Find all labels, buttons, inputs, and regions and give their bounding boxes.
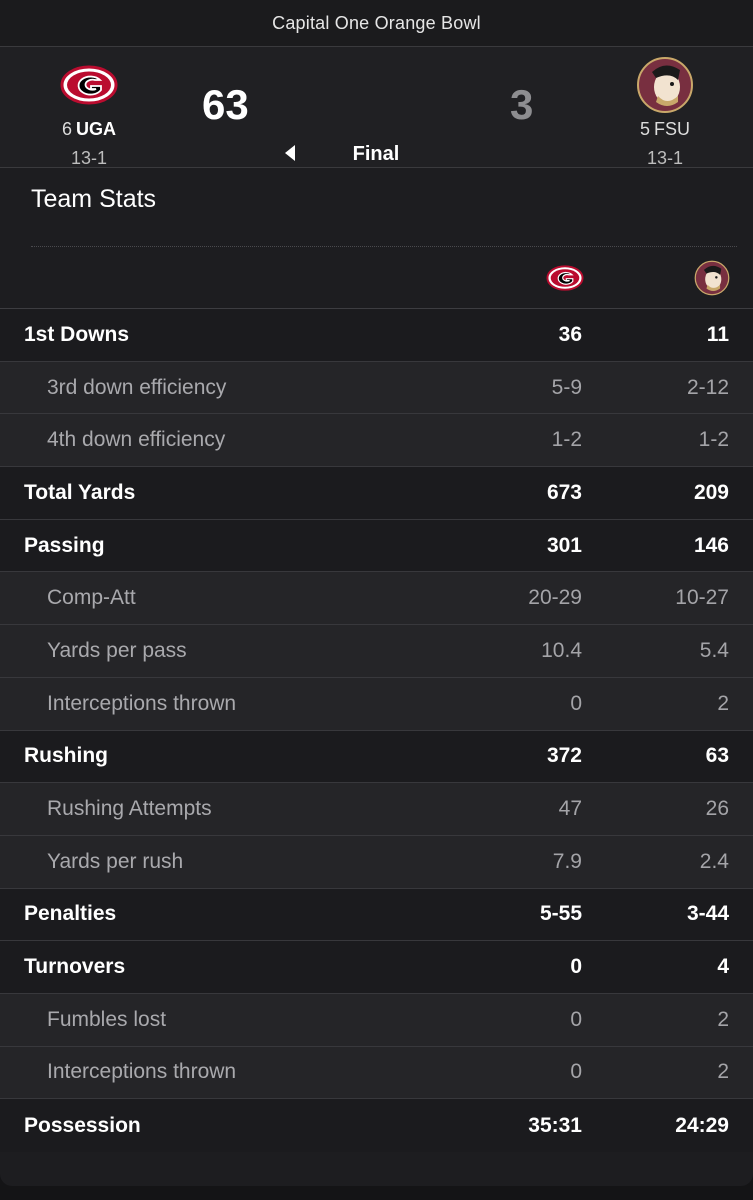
stat-row: Rushing 372 63 (0, 730, 753, 784)
away-stat-value: 2-12 (686, 375, 729, 399)
stat-row: Fumbles lost 0 2 (0, 993, 753, 1047)
stats-table: 1st Downs 36 11 3rd down efficiency 5-9 2-12 4… (0, 309, 753, 1152)
away-team[interactable]: 5 FSU 13-1 (605, 57, 725, 169)
away-stat-value: 2.4 (699, 849, 729, 873)
away-record: 13-1 (646, 148, 684, 168)
away-stat-value: 10-27 (675, 586, 729, 610)
stat-label: Fumbles lost (47, 1007, 167, 1031)
fsu-logo-icon (694, 260, 730, 296)
stat-label: Turnovers (24, 955, 126, 979)
home-stat-value: 5-55 (539, 902, 582, 926)
home-score: 63 (202, 81, 249, 128)
away-stat-value: 63 (705, 744, 729, 768)
home-stat-value: 35:31 (528, 1113, 582, 1137)
home-team[interactable]: 6 UGA 13-1 (29, 57, 149, 169)
stat-row: Interceptions thrown 0 2 (0, 1046, 753, 1100)
divider (31, 246, 737, 247)
stat-label: Penalties (24, 902, 117, 926)
home-stat-value: 0 (570, 1060, 582, 1084)
home-abbr: UGA (76, 119, 116, 139)
stat-row: Interceptions thrown 0 2 (0, 677, 753, 731)
home-stat-value: 0 (570, 691, 582, 715)
home-stat-value: 372 (546, 744, 582, 768)
stat-row: Passing 301 146 (0, 519, 753, 573)
away-stat-value: 26 (705, 797, 729, 821)
section-title: Team Stats (31, 185, 157, 213)
winner-indicator-icon (285, 145, 295, 161)
away-stat-value: 4 (717, 955, 729, 979)
away-stat-value: 11 (706, 322, 729, 346)
stat-row: 1st Downs 36 11 (0, 309, 753, 362)
away-stat-value: 146 (693, 533, 729, 557)
stat-row: Comp-Att 20-29 10-27 (0, 572, 753, 626)
stat-label: Rushing Attempts (47, 797, 212, 821)
stat-label: Possession (24, 1113, 141, 1137)
home-stat-value: 20-29 (528, 586, 582, 610)
fsu-logo-icon (637, 57, 693, 113)
stat-row: Total Yards 673 209 (0, 467, 753, 520)
home-stat-value: 0 (570, 955, 582, 979)
home-record: 13-1 (70, 148, 108, 168)
away-stat-value: 24:29 (675, 1113, 729, 1137)
home-stat-value: 7.9 (552, 849, 582, 873)
uga-logo-icon (546, 265, 584, 291)
away-rank: 5 (639, 119, 650, 139)
away-stat-value: 2 (717, 1007, 729, 1031)
home-stat-value: 36 (558, 322, 582, 346)
away-abbr: FSU (654, 119, 690, 139)
stat-label: Yards per pass (47, 638, 187, 662)
stat-label: Rushing (24, 744, 108, 768)
home-stat-value: 301 (546, 533, 582, 557)
stat-row: 4th down efficiency 1-2 1-2 (0, 414, 753, 468)
home-rank: 6 (61, 119, 72, 139)
stat-row: Yards per rush 7.9 2.4 (0, 835, 753, 889)
stat-label: Interceptions thrown (47, 691, 237, 715)
stat-label: Interceptions thrown (47, 1060, 237, 1084)
stat-label: Comp-Att (47, 586, 136, 610)
home-stat-value: 0 (570, 1007, 582, 1031)
stat-row: Possession 35:31 24:29 (0, 1099, 753, 1152)
stat-row: Yards per pass 10.4 5.4 (0, 625, 753, 678)
away-stat-value: 5.4 (699, 638, 729, 662)
stat-row: Penalties 5-55 3-44 (0, 888, 753, 942)
home-stat-value: 10.4 (541, 638, 582, 662)
game-status: Final (352, 143, 400, 165)
uga-logo-icon (60, 65, 118, 105)
stat-label: 3rd down efficiency (47, 375, 227, 399)
scoreboard: 6 UGA 13-1 63 Final 3 5 FSU 13-1 (0, 47, 753, 168)
away-stat-value: 209 (693, 480, 729, 504)
home-stat-value: 1-2 (551, 428, 582, 452)
away-stat-value: 2 (717, 1060, 729, 1084)
bowl-name: Capital One Orange Bowl (272, 12, 481, 33)
stat-label: Passing (24, 533, 105, 557)
bowl-title-bar: Capital One Orange Bowl (0, 0, 753, 47)
stat-row: 3rd down efficiency 5-9 2-12 (0, 361, 753, 415)
stat-label: 4th down efficiency (47, 428, 226, 452)
stat-label: Yards per rush (47, 849, 184, 873)
stat-label: 1st Downs (24, 322, 130, 346)
away-stat-value: 2 (717, 691, 729, 715)
away-stat-value: 3-44 (686, 902, 729, 926)
home-stat-value: 5-9 (551, 375, 582, 399)
stat-row: Rushing Attempts 47 26 (0, 783, 753, 836)
team-logo-header (0, 248, 753, 309)
stat-row: Turnovers 0 4 (0, 941, 753, 994)
home-stat-value: 673 (546, 480, 582, 504)
away-score: 3 (510, 81, 534, 128)
away-stat-value: 1-2 (698, 428, 729, 452)
home-stat-value: 47 (558, 797, 582, 821)
team-stats-card: Team Stats 1st Downs 36 11 3rd down efficie… (0, 168, 753, 1186)
stat-label: Total Yards (24, 480, 136, 504)
